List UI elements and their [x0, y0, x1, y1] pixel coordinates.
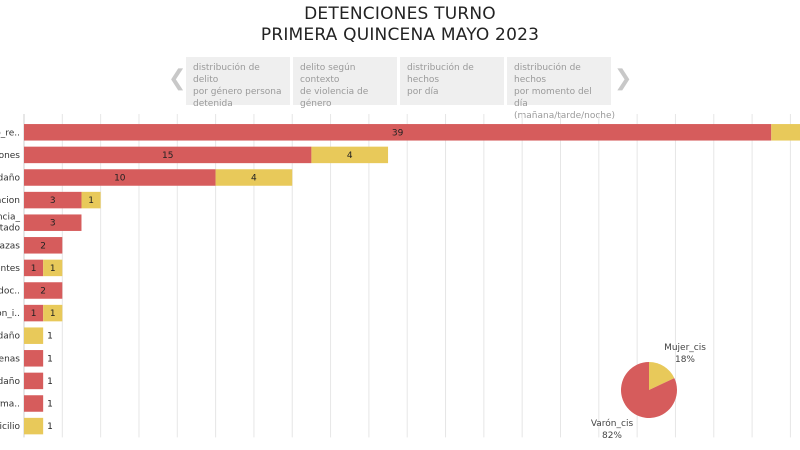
bar-segment-varon[interactable]	[24, 395, 44, 412]
bar-value-label: 39	[392, 128, 404, 138]
category-label: lo_re..	[0, 128, 20, 138]
bar-value-label: 2	[40, 241, 46, 251]
bar-segment-varon[interactable]	[24, 259, 44, 277]
bar-value-label: 1	[47, 422, 53, 432]
bar-segment-mujer[interactable]	[81, 191, 101, 209]
bar-value-label: 1	[50, 264, 56, 274]
bar-segment-mujer[interactable]	[24, 327, 44, 344]
bar-segment-varon[interactable]	[24, 124, 772, 141]
bar-segment-varon[interactable]	[24, 146, 312, 164]
tab-label-line: delito según contexto	[300, 63, 356, 85]
bar-value-label: 1	[47, 377, 53, 387]
category-label: acion	[0, 196, 20, 206]
bar-value-label: 1	[50, 309, 56, 319]
category-label: encia_	[0, 213, 20, 223]
bar-value-label: 2	[40, 287, 46, 297]
bar-segment-mujer[interactable]	[771, 124, 800, 141]
category-label: ion_i..	[0, 309, 20, 319]
bar-segment-mujer[interactable]	[215, 169, 293, 186]
category-label: nazas	[0, 241, 20, 251]
bar-value-label: 1	[31, 309, 37, 319]
tab-label-line: distribución de delito	[193, 63, 260, 85]
pie-slice-mujercis[interactable]	[649, 362, 675, 390]
chevron-left-icon[interactable]: ❮	[168, 66, 187, 91]
chevron-right-icon[interactable]: ❯	[614, 66, 633, 91]
category-label: nicilio	[0, 422, 20, 432]
category-label: cenas	[0, 354, 20, 364]
tab-label-line: distribución de hechos	[407, 63, 474, 85]
bar-segment-varon[interactable]	[24, 350, 44, 367]
category-label: _daño	[0, 332, 20, 342]
bar-value-label: 1	[47, 400, 53, 410]
bar-segment-mujer[interactable]	[43, 304, 63, 322]
bar-segment-varon[interactable]	[24, 237, 63, 254]
category-label: _doc..	[0, 287, 20, 297]
pie-label-mujer: Mujer_cis	[664, 343, 706, 353]
bar-segment-varon[interactable]	[24, 304, 44, 322]
pie-value-mujer: 18%	[675, 355, 695, 365]
pie-value-varon: 82%	[602, 431, 622, 441]
chart-title-line1: DETENCIONES TURNO	[304, 4, 496, 24]
pie-label-varon: Varón_cis	[591, 418, 634, 429]
tab-hechos-momento-dia[interactable]: distribución de hechos por momento del d…	[507, 57, 615, 121]
bar-segment-varon[interactable]	[24, 169, 216, 186]
bar-value-label: 4	[251, 174, 257, 184]
tab-label-line: distribución de hechos	[514, 63, 581, 85]
category-label: iones	[0, 151, 20, 161]
bar-value-label: 1	[88, 196, 94, 206]
bar-value-label: 15	[162, 151, 173, 161]
tab-label-line: detenida	[193, 99, 233, 109]
bar-segment-varon[interactable]	[24, 372, 44, 390]
tab-delito-contexto-violencia[interactable]: delito según contexto de violencia de gé…	[293, 57, 397, 109]
tab-label-line: (mañana/tarde/noche)	[514, 111, 616, 121]
bar-value-label: 1	[31, 264, 37, 274]
category-label: arma..	[0, 400, 20, 410]
bar-value-label: 3	[50, 219, 56, 229]
tab-label-line: por día	[407, 87, 439, 97]
bar-segment-mujer[interactable]	[43, 259, 63, 277]
bar-value-label: 1	[47, 354, 53, 364]
tab-label-line: por género persona	[193, 87, 282, 97]
tab-hechos-por-dia[interactable]: distribución de hechos por día	[400, 57, 504, 105]
category-label: entes	[0, 264, 20, 274]
tab-label-line: por momento del día	[514, 87, 592, 109]
tab-label-line: de violencia de género	[300, 87, 369, 109]
bar-value-label: 3	[50, 196, 56, 206]
category-label: _daño	[0, 377, 20, 387]
chart-title-line2: PRIMERA QUINCENA MAYO 2023	[260, 25, 540, 45]
bar-segment-mujer[interactable]	[311, 146, 389, 164]
bar-value-label: 4	[347, 151, 353, 161]
bar-value-label: 10	[114, 174, 126, 184]
bar-segment-varon[interactable]	[24, 282, 63, 299]
bar-segment-varon[interactable]	[24, 214, 82, 231]
tab-distribucion-delito-genero[interactable]: distribución de delito por género person…	[186, 57, 290, 109]
pie-slice-varncis[interactable]	[621, 362, 677, 419]
bar-segment-varon[interactable]	[24, 191, 82, 209]
bar-value-label: 1	[47, 332, 53, 342]
bar-segment-mujer[interactable]	[24, 417, 44, 435]
category-label: daño	[0, 174, 20, 184]
category-label: ntado	[0, 224, 20, 234]
